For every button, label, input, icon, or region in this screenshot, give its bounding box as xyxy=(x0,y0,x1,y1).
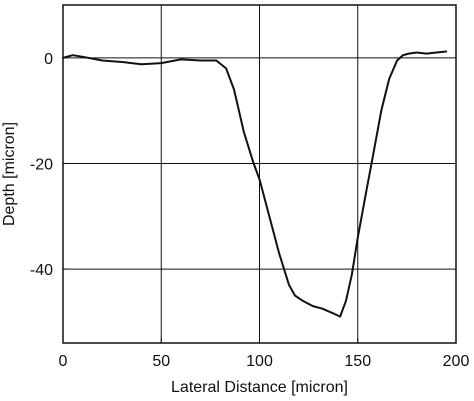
x-tick-label-100: 100 xyxy=(246,353,273,370)
y-tick-label-0: 0 xyxy=(44,51,53,68)
y-tick-label--20: -20 xyxy=(30,156,53,173)
x-tick-label-50: 50 xyxy=(152,353,170,370)
y-axis-label: Depth [micron] xyxy=(1,122,18,226)
y-tick-label--40: -40 xyxy=(30,262,53,279)
x-tick-label-0: 0 xyxy=(59,353,68,370)
series-layer xyxy=(62,50,448,318)
x-axis-label: Lateral Distance [micron] xyxy=(171,379,348,396)
depth-profile-line xyxy=(62,50,448,318)
x-tick-label-200: 200 xyxy=(443,353,470,370)
x-axis-ticks: 0 50 100 150 200 xyxy=(59,338,470,370)
y-axis-ticks: 0 -20 -40 xyxy=(30,51,68,279)
grid xyxy=(63,5,456,343)
x-tick-label-150: 150 xyxy=(344,353,371,370)
